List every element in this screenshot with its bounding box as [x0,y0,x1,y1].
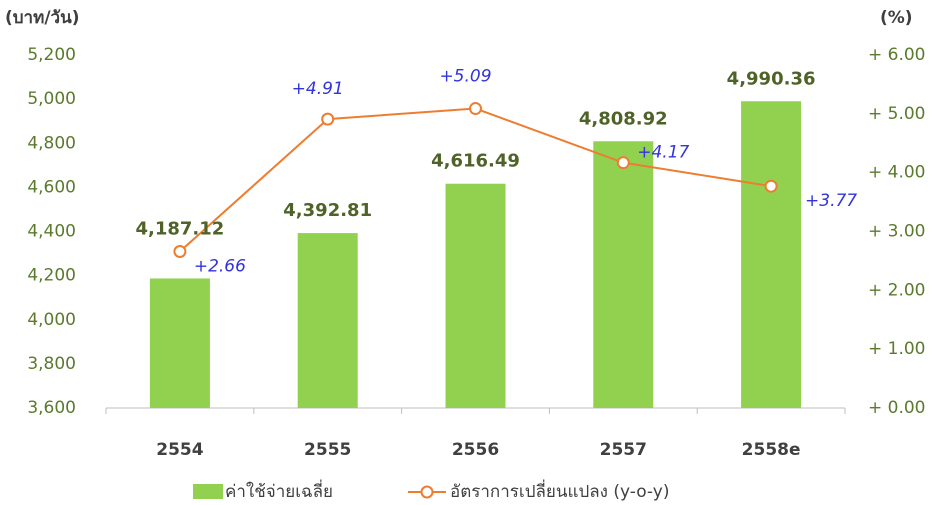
line-marker [764,179,778,193]
x-tick-label: 2554 [156,440,203,460]
bar [149,278,210,408]
line-marker [173,245,187,259]
legend-label: อัตราการเปลี่ยนแปลง (y-o-y) [450,479,669,502]
line-value-label: +2.66 [194,257,246,277]
y2-tick-label: + 4.00 [868,163,926,183]
line-value-label: +3.77 [805,191,857,211]
legend-marker [420,485,434,499]
x-tick-label: 2555 [304,440,351,460]
x-tick-label: 2557 [600,440,647,460]
y-tick-label: 3,600 [27,398,76,418]
bar-value-label: 4,808.92 [579,108,668,129]
x-tick-label: 2558e [742,440,801,460]
bar [741,101,802,408]
y2-tick-label: + 5.00 [868,104,926,124]
legend-label: ค่าใช้จ่ายเฉลี่ย [225,479,333,502]
line-value-label: +4.17 [637,143,689,163]
line-marker [616,156,630,170]
legend-swatch [193,484,223,499]
y-tick-label: 5,200 [27,45,76,65]
bar [593,141,654,408]
bar [445,183,506,408]
bar-value-label: 4,187.12 [135,219,224,240]
y2-tick-label: + 6.00 [868,45,926,65]
bar-value-label: 4,990.36 [727,68,816,89]
bar-value-label: 4,616.49 [431,151,520,172]
y-tick-label: 5,000 [27,89,76,109]
y-tick-label: 4,000 [27,310,76,330]
y2-tick-label: + 1.00 [868,339,926,359]
line-marker [321,112,335,126]
y-tick-label: 4,600 [27,177,76,197]
y-tick-label: 4,200 [27,266,76,286]
line-value-label: +5.09 [439,67,491,87]
x-tick-label: 2556 [452,440,499,460]
bar-value-label: 4,392.81 [283,200,372,221]
y-tick-label: 4,800 [27,133,76,153]
line-value-label: +4.91 [292,79,344,99]
y-tick-label: 4,400 [27,222,76,242]
y2-axis-title: (%) [880,8,913,28]
y2-tick-label: + 0.00 [868,398,926,418]
y-tick-label: 3,800 [27,354,76,374]
line-marker [469,102,482,116]
y2-tick-label: + 2.00 [868,280,926,300]
y2-tick-label: + 3.00 [868,222,926,242]
y-axis-title: (บาท/วัน) [5,8,79,28]
bar [297,233,358,408]
